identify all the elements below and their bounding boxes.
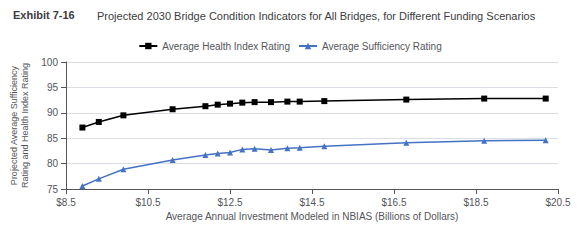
svg-text:$8.5: $8.5: [56, 197, 76, 208]
svg-text:Rating and Health Index Rating: Rating and Health Index Rating: [20, 63, 30, 188]
svg-text:$10.5: $10.5: [135, 197, 160, 208]
svg-text:95: 95: [47, 82, 59, 93]
svg-text:Projected 2030 Bridge Conditio: Projected 2030 Bridge Condition Indicato…: [97, 10, 536, 22]
svg-text:85: 85: [47, 133, 59, 144]
svg-text:$20.5: $20.5: [545, 197, 570, 208]
svg-text:Exhibit 7-16: Exhibit 7-16: [13, 9, 75, 21]
svg-text:90: 90: [47, 107, 59, 118]
svg-text:100: 100: [41, 57, 58, 68]
svg-text:75: 75: [47, 184, 59, 195]
svg-text:$16.5: $16.5: [381, 197, 406, 208]
svg-text:Projected Average Sufficiency: Projected Average Sufficiency: [9, 65, 19, 185]
svg-text:80: 80: [47, 158, 59, 169]
svg-text:Average Sufficiency Rating: Average Sufficiency Rating: [322, 41, 442, 52]
svg-text:$14.5: $14.5: [299, 197, 324, 208]
svg-text:Average Annual Investment Mode: Average Annual Investment Modeled in NBI…: [166, 211, 459, 222]
svg-text:Average Health Index Rating: Average Health Index Rating: [162, 41, 290, 52]
svg-text:$18.5: $18.5: [463, 197, 488, 208]
svg-text:$12.5: $12.5: [217, 197, 242, 208]
